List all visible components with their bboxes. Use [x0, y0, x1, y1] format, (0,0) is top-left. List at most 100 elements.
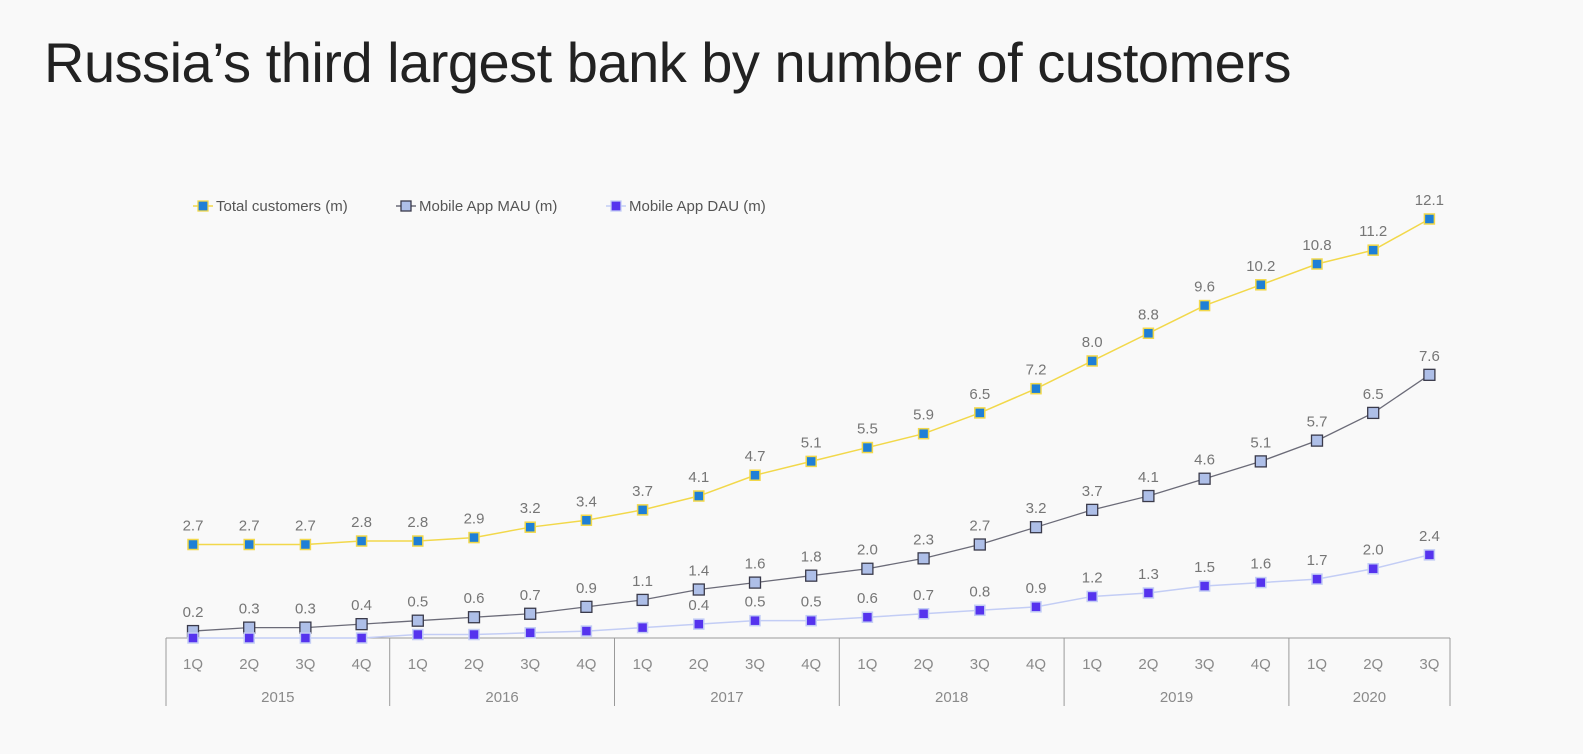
- x-tick-label: 2Q: [1138, 656, 1158, 673]
- data-label: 2.0: [1363, 542, 1384, 559]
- x-tick-label: 3Q: [970, 656, 990, 673]
- data-point: [355, 535, 368, 547]
- data-label: 12.1: [1415, 192, 1444, 209]
- x-tick-label: 3Q: [1419, 656, 1439, 673]
- data-label: 4.1: [688, 469, 709, 486]
- data-point: [974, 604, 986, 617]
- data-point: [243, 632, 255, 644]
- data-label: 2.7: [295, 518, 316, 535]
- data-point: [861, 611, 874, 623]
- data-point: [468, 531, 480, 544]
- data-label: 1.6: [1250, 556, 1271, 573]
- legend-marker: [610, 200, 622, 212]
- data-label: 2.0: [857, 542, 878, 559]
- data-point: [861, 562, 874, 575]
- x-tick-label: 2Q: [689, 656, 709, 673]
- series-markers: [186, 213, 1436, 644]
- data-point: [1255, 279, 1267, 291]
- data-point: [524, 607, 537, 620]
- data-point: [187, 538, 199, 551]
- legend-marker: [400, 200, 412, 212]
- data-label: 1.8: [801, 549, 822, 566]
- data-labels: 2.7 2.7 2.7 2.8 2.8 2.9 3.2 3.4 3.7 4.1 4.7 5.1 5.5 5…: [183, 192, 1444, 621]
- data-point: [467, 611, 481, 624]
- data-label: 0.3: [295, 601, 316, 618]
- data-point: [580, 600, 593, 613]
- legend-marker: [197, 200, 209, 212]
- data-point: [299, 621, 312, 634]
- data-point: [973, 538, 986, 551]
- data-label: 10.2: [1246, 258, 1275, 275]
- data-point: [1367, 406, 1380, 420]
- data-label: 3.4: [576, 493, 597, 510]
- data-label: 8.8: [1138, 306, 1159, 323]
- data-label: 1.7: [1307, 552, 1328, 569]
- data-label: 0.9: [576, 580, 597, 597]
- data-point: [1311, 573, 1323, 585]
- data-point: [580, 625, 593, 637]
- x-tick-label: 4Q: [576, 656, 596, 673]
- x-tick-label: 1Q: [633, 656, 653, 673]
- legend-item: Total customers (m): [193, 198, 348, 215]
- x-tick-label: 1Q: [857, 656, 877, 673]
- x-tick-label: 1Q: [183, 656, 203, 673]
- data-point: [693, 618, 705, 630]
- data-label: 8.0: [1082, 334, 1103, 351]
- data-label: 1.2: [1082, 569, 1103, 586]
- data-point: [1029, 521, 1043, 534]
- x-tick-label: 2Q: [464, 656, 484, 673]
- data-label: 0.4: [688, 597, 709, 614]
- data-label: 11.2: [1359, 223, 1387, 240]
- data-point: [636, 504, 649, 516]
- data-label: 1.3: [1138, 566, 1159, 583]
- data-point: [1030, 601, 1042, 613]
- data-point: [1198, 299, 1211, 312]
- data-point: [1142, 327, 1155, 340]
- x-tick-label: 3Q: [520, 656, 540, 673]
- data-label: 1.4: [688, 563, 709, 580]
- data-label: 7.6: [1419, 348, 1440, 365]
- legend-label: Mobile App DAU (m): [629, 198, 766, 215]
- data-label: 2.7: [183, 518, 204, 535]
- data-point: [749, 469, 761, 481]
- series-line: [192, 374, 1430, 632]
- data-label: 0.6: [857, 590, 878, 607]
- legend: Total customers (m) Mobile App MAU (m) Mob…: [193, 198, 766, 215]
- data-label: 9.6: [1194, 279, 1215, 296]
- data-label: 2.7: [239, 518, 260, 535]
- data-label: 0.5: [407, 594, 428, 611]
- data-label: 0.2: [183, 604, 204, 621]
- x-tick-label: 4Q: [801, 656, 821, 673]
- data-point: [524, 627, 536, 639]
- x-tick-label: 4Q: [1026, 656, 1046, 673]
- data-point: [1367, 562, 1379, 575]
- data-point: [412, 628, 424, 641]
- x-group-label: 2016: [485, 689, 518, 706]
- data-label: 3.2: [1026, 500, 1047, 517]
- legend-item: Mobile App DAU (m): [606, 198, 766, 215]
- data-point: [1311, 258, 1323, 270]
- data-point: [355, 632, 368, 644]
- legend-label: Total customers (m): [216, 198, 348, 215]
- data-label: 1.1: [632, 573, 653, 590]
- x-tick-label: 1Q: [408, 656, 428, 673]
- data-label: 2.8: [407, 514, 428, 531]
- data-point: [411, 614, 424, 627]
- legend-item: Mobile App MAU (m): [396, 198, 557, 215]
- x-tick-label: 2Q: [914, 656, 934, 673]
- data-point: [917, 608, 930, 620]
- x-tick-label: 4Q: [352, 656, 372, 673]
- data-label: 5.5: [857, 421, 878, 438]
- x-tick-label: 4Q: [1251, 656, 1271, 673]
- data-point: [299, 538, 312, 551]
- data-label: 6.5: [1363, 386, 1384, 403]
- legend-label: Mobile App MAU (m): [419, 198, 557, 215]
- x-axis: 1Q 2Q 3Q 4Q 1Q 2Q 3Q 4Q 1Q 2Q 3Q 4Q 1Q 2Q 3Q 4Q 1Q 2Q 3Q 4Q…: [165, 637, 1451, 706]
- data-label: 5.1: [1250, 434, 1271, 451]
- data-point: [243, 621, 256, 634]
- data-point: [1255, 576, 1267, 589]
- data-point: [1198, 472, 1211, 485]
- data-label: 0.9: [1026, 580, 1047, 597]
- data-point: [636, 621, 649, 634]
